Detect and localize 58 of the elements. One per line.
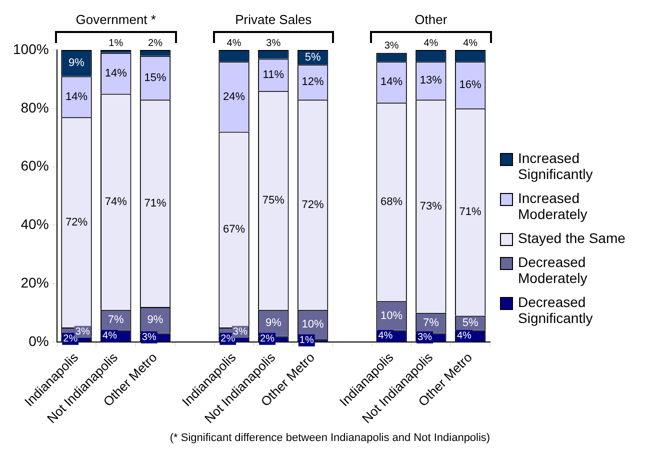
- y-tick-label: 40%: [20, 216, 49, 232]
- data-label: 3%: [232, 326, 248, 338]
- data-label: 9%: [147, 314, 164, 326]
- legend-label: Increased Significantly: [518, 150, 594, 182]
- data-label: 3%: [142, 332, 156, 344]
- y-tick-label: 100%: [12, 40, 49, 57]
- data-label: 10%: [302, 318, 324, 331]
- data-label: 75%: [262, 194, 285, 206]
- data-label: 4%: [378, 330, 393, 342]
- data-label: 7%: [422, 317, 440, 330]
- data-label: 7%: [108, 314, 124, 326]
- data-label: 16%: [459, 79, 482, 92]
- data-label: 72%: [65, 216, 88, 228]
- legend-label: Decreased Moderately: [518, 254, 588, 286]
- data-label: 3%: [384, 40, 399, 52]
- data-label: 2%: [260, 334, 275, 345]
- data-label: 67%: [223, 224, 246, 236]
- data-label: 5%: [462, 317, 478, 330]
- data-label: 9%: [265, 317, 282, 330]
- data-label: 14%: [65, 90, 88, 103]
- data-label: 9%: [68, 57, 85, 70]
- data-label: 4%: [463, 38, 478, 49]
- data-label: 1%: [108, 38, 124, 49]
- data-label: 3%: [418, 332, 432, 344]
- data-label: 14%: [104, 67, 128, 80]
- text: Other: [414, 12, 448, 27]
- data-label: 73%: [420, 200, 442, 212]
- data-label: 14%: [380, 76, 403, 88]
- data-label: 12%: [302, 76, 324, 88]
- legend-label: Increased Moderately: [518, 190, 588, 222]
- data-label: 4%: [102, 330, 118, 342]
- y-tick-label: 60%: [20, 158, 49, 174]
- text: (* Significant difference between Indianapolis and Not Indianpolis): [168, 432, 492, 444]
- data-label: 74%: [104, 196, 128, 208]
- data-label: 3%: [75, 326, 90, 338]
- text: Stayed the Same: [518, 230, 626, 246]
- y-tick-label: 0%: [28, 332, 49, 349]
- data-label: 10%: [380, 310, 403, 322]
- data-label: 1%: [299, 335, 314, 346]
- data-label: 4%: [424, 38, 438, 49]
- data-label: 4%: [226, 38, 242, 49]
- data-label: 5%: [304, 51, 321, 64]
- text: Private Sales: [234, 12, 313, 27]
- data-label: 72%: [302, 198, 324, 211]
- data-label: 68%: [380, 196, 403, 208]
- data-label: 71%: [459, 206, 482, 218]
- data-label: 2%: [148, 38, 163, 49]
- text: Government *: [74, 12, 157, 27]
- data-label: 71%: [144, 197, 166, 210]
- data-label: 11%: [262, 68, 284, 81]
- y-tick-label: 20%: [20, 274, 49, 290]
- y-tick-label: 80%: [20, 99, 49, 116]
- data-label: 15%: [144, 72, 166, 84]
- data-label: 4%: [456, 330, 472, 342]
- data-label: 3%: [266, 38, 281, 49]
- legend-label: Decreased Significantly: [518, 294, 594, 326]
- data-label: 24%: [223, 90, 246, 103]
- data-label: 13%: [420, 74, 442, 87]
